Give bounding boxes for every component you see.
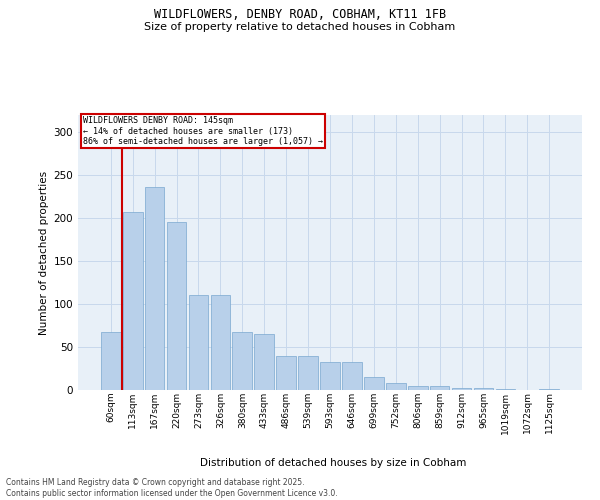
Bar bbox=[430, 386, 449, 390]
Bar bbox=[386, 383, 406, 390]
Bar bbox=[539, 389, 559, 390]
Bar bbox=[101, 332, 121, 390]
Bar bbox=[298, 356, 318, 390]
Bar bbox=[364, 377, 384, 390]
Bar bbox=[123, 212, 143, 390]
Bar bbox=[167, 222, 187, 390]
Bar bbox=[473, 388, 493, 390]
Bar bbox=[452, 388, 472, 390]
Bar bbox=[320, 362, 340, 390]
Bar bbox=[232, 332, 252, 390]
Bar bbox=[188, 296, 208, 390]
Bar bbox=[342, 362, 362, 390]
Bar bbox=[496, 389, 515, 390]
Text: Distribution of detached houses by size in Cobham: Distribution of detached houses by size … bbox=[200, 458, 466, 468]
Bar bbox=[408, 386, 428, 390]
Y-axis label: Number of detached properties: Number of detached properties bbox=[39, 170, 49, 334]
Text: Contains HM Land Registry data © Crown copyright and database right 2025.
Contai: Contains HM Land Registry data © Crown c… bbox=[6, 478, 338, 498]
Text: Size of property relative to detached houses in Cobham: Size of property relative to detached ho… bbox=[145, 22, 455, 32]
Text: WILDFLOWERS DENBY ROAD: 145sqm
← 14% of detached houses are smaller (173)
86% of: WILDFLOWERS DENBY ROAD: 145sqm ← 14% of … bbox=[83, 116, 323, 146]
Bar bbox=[254, 334, 274, 390]
Text: WILDFLOWERS, DENBY ROAD, COBHAM, KT11 1FB: WILDFLOWERS, DENBY ROAD, COBHAM, KT11 1F… bbox=[154, 8, 446, 20]
Bar bbox=[276, 356, 296, 390]
Bar bbox=[145, 187, 164, 390]
Bar bbox=[211, 296, 230, 390]
